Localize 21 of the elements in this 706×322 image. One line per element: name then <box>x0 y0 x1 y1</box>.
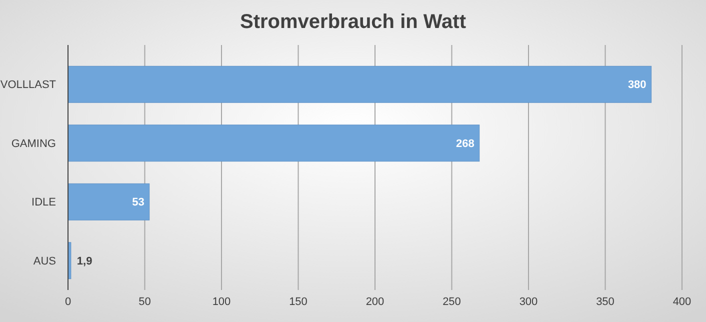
bar <box>68 66 652 103</box>
data-label: 53 <box>132 196 144 209</box>
bar <box>68 124 480 162</box>
y-tick-label: IDLE <box>32 196 56 209</box>
x-tick-label: 250 <box>442 296 461 308</box>
y-tick-label: GAMING <box>11 138 56 150</box>
x-tick-label: 50 <box>138 296 151 308</box>
chart-title: Stromverbrauch in Watt <box>240 11 466 33</box>
x-tick-label: 300 <box>519 296 538 308</box>
y-tick-label: VOLLLAST <box>0 79 56 92</box>
bar <box>68 183 150 220</box>
x-tick-label: 350 <box>596 296 614 308</box>
data-label: 1,9 <box>76 255 92 268</box>
data-label: 268 <box>456 138 474 150</box>
x-tick-label: 0 <box>64 296 72 308</box>
y-tick-label: AUS <box>33 255 56 268</box>
x-tick-label: 100 <box>212 296 231 308</box>
x-tick-label: 150 <box>289 296 308 308</box>
data-label: 380 <box>628 79 646 92</box>
x-tick-label: 400 <box>672 296 692 308</box>
x-tick-label: 200 <box>366 296 384 308</box>
